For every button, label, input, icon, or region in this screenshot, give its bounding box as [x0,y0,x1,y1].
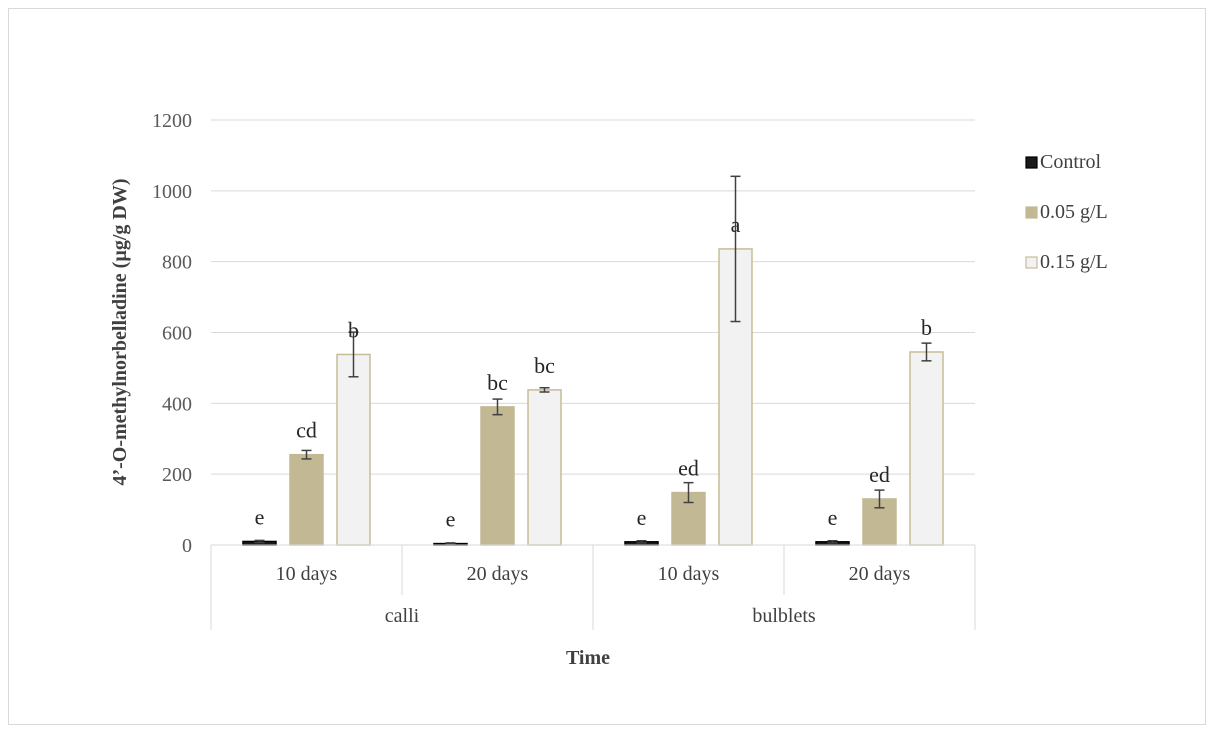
bar [480,406,515,546]
legend-label: Control [1040,151,1102,173]
legend-label: 0.15 g/L [1040,251,1108,273]
x-axis-title: Time [566,647,610,669]
significance-labels: e cd b e bc bc e ed a e ed b [255,212,932,532]
category-label: 10 days [276,563,338,585]
significance-label: b [921,315,932,340]
y-tick-label: 0 [182,535,192,557]
y-tick-label: 1200 [152,110,192,132]
bars [242,248,944,546]
category-label: 10 days [658,563,720,585]
y-tick-label: 1000 [152,181,192,203]
y-axis-title: 4’-O-methylnorbelladine (µg/g DW) [109,178,131,485]
significance-label: e [446,507,456,532]
significance-label: e [255,504,265,529]
category-axis: 10 days 20 days calli 10 days 20 days bulblet… [210,544,976,630]
legend: Control 0.05 g/L 0.15 g/L [1025,151,1108,273]
legend-swatch [1025,206,1038,219]
significance-label: b [348,317,359,342]
legend-swatch [1025,156,1038,169]
significance-label: e [637,505,647,530]
bar [909,351,944,546]
y-tick-label: 400 [162,393,192,415]
y-tick-label: 200 [162,464,192,486]
bar [527,389,562,546]
significance-label: ed [678,456,699,481]
bar [336,353,371,546]
y-tick-label: 600 [162,323,192,345]
gridlines [211,119,975,475]
y-tick-labels: 0 200 400 600 800 1000 1200 [152,110,192,557]
category-label: 20 days [849,563,911,585]
category-label: 20 days [467,563,529,585]
group-label: calli [385,605,420,627]
legend-label: 0.05 g/L [1040,201,1108,223]
significance-label: ed [869,462,890,487]
legend-swatch [1025,256,1038,269]
significance-label: bc [487,370,508,395]
error-bars [254,175,932,546]
significance-label: cd [296,418,317,443]
significance-label: bc [534,353,555,378]
significance-label: e [828,505,838,530]
y-tick-label: 800 [162,252,192,274]
significance-label: a [731,212,741,237]
bar [289,453,324,546]
chart-frame [8,8,1206,725]
group-label: bulblets [752,605,816,627]
